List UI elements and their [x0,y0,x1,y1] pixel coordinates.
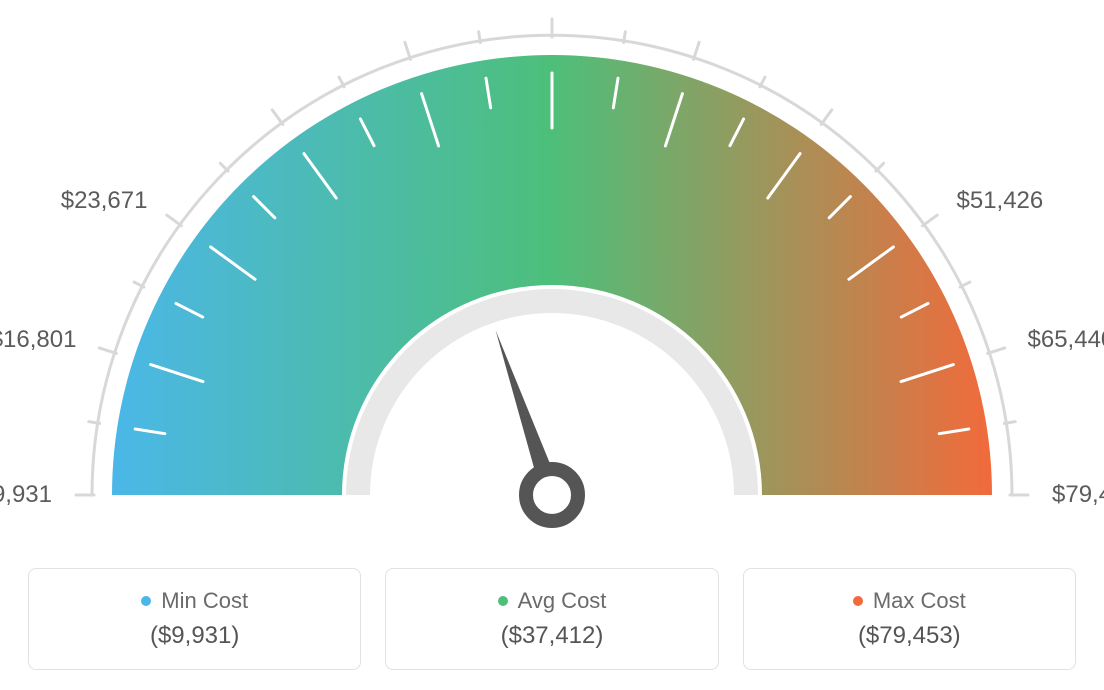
dot-icon [498,596,508,606]
legend-value-min: ($9,931) [150,622,239,650]
legend-title-text: Min Cost [161,588,248,614]
gauge-tick-label: $9,931 [0,481,52,509]
legend-title-text: Avg Cost [518,588,607,614]
legend-value-max: ($79,453) [858,622,961,650]
legend-title-avg: Avg Cost [498,588,607,614]
gauge-tick-label: $65,440 [1028,326,1104,354]
gauge-svg [0,0,1104,540]
gauge-chart: $9,931$16,801$23,671$37,412$51,426$65,44… [0,0,1104,540]
legend-card-max: Max Cost ($79,453) [743,568,1076,670]
dot-icon [853,596,863,606]
legend-card-min: Min Cost ($9,931) [28,568,361,670]
legend-title-max: Max Cost [853,588,966,614]
gauge-tick-label: $16,801 [0,326,76,354]
legend-card-avg: Avg Cost ($37,412) [385,568,718,670]
dot-icon [141,596,151,606]
legend-row: Min Cost ($9,931) Avg Cost ($37,412) Max… [0,560,1104,690]
gauge-tick-label: $79,453 [1052,481,1104,509]
legend-value-avg: ($37,412) [501,622,604,650]
legend-title-min: Min Cost [141,588,248,614]
gauge-tick-label: $51,426 [957,187,1044,215]
gauge-tick-label: $23,671 [61,187,148,215]
legend-title-text: Max Cost [873,588,966,614]
